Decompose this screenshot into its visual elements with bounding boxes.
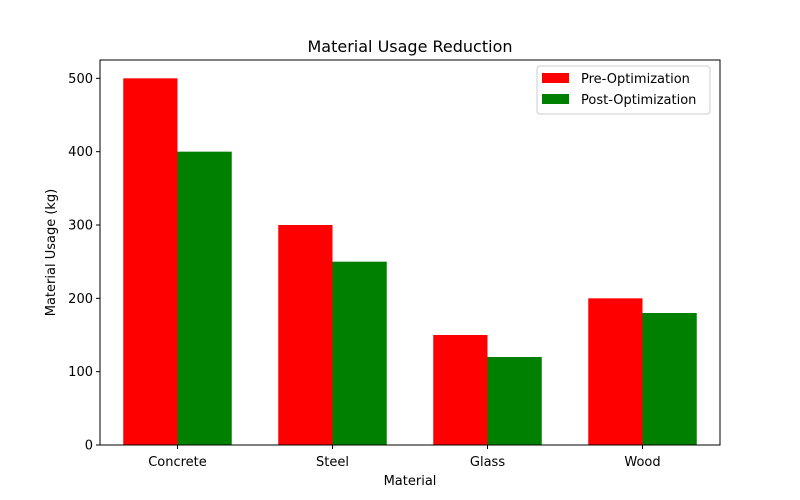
bar-glass-post-optimization	[487, 357, 542, 445]
bar-wood-post-optimization	[642, 313, 697, 445]
legend-swatch	[542, 94, 569, 104]
bars-group	[123, 78, 697, 445]
bar-concrete-pre-optimization	[123, 78, 178, 445]
y-tick-label: 500	[68, 72, 93, 87]
legend-swatch	[542, 73, 569, 83]
legend-label: Post-Optimization	[581, 93, 696, 108]
y-axis-label: Material Usage (kg)	[44, 189, 59, 317]
y-tick-label: 400	[68, 145, 93, 160]
bar-steel-pre-optimization	[278, 225, 333, 445]
plot-frame	[99, 59, 721, 446]
y-tick-label: 200	[68, 292, 93, 307]
y-tick-label: 300	[68, 219, 93, 234]
x-tick-label: Wood	[624, 455, 660, 470]
x-tick-label: Steel	[316, 455, 349, 470]
x-tick-label: Concrete	[148, 455, 207, 470]
bar-steel-post-optimization	[332, 261, 387, 445]
y-tick-label: 100	[68, 365, 93, 380]
x-axis-label: Material	[384, 474, 437, 489]
x-tick-label: Glass	[470, 455, 505, 470]
bar-concrete-post-optimization	[177, 151, 232, 445]
y-tick-label: 0	[85, 439, 93, 454]
chart-title: Material Usage Reduction	[307, 37, 512, 56]
bar-glass-pre-optimization	[433, 335, 488, 445]
legend-box	[536, 65, 711, 115]
x-axis: Concrete Steel Glass Wood	[148, 445, 661, 470]
y-axis: 0 100 200 300 400 500	[68, 72, 100, 454]
legend-label: Pre-Optimization	[581, 72, 690, 87]
bar-wood-pre-optimization	[588, 298, 643, 445]
legend: Pre-Optimization Post-Optimization	[536, 65, 711, 115]
